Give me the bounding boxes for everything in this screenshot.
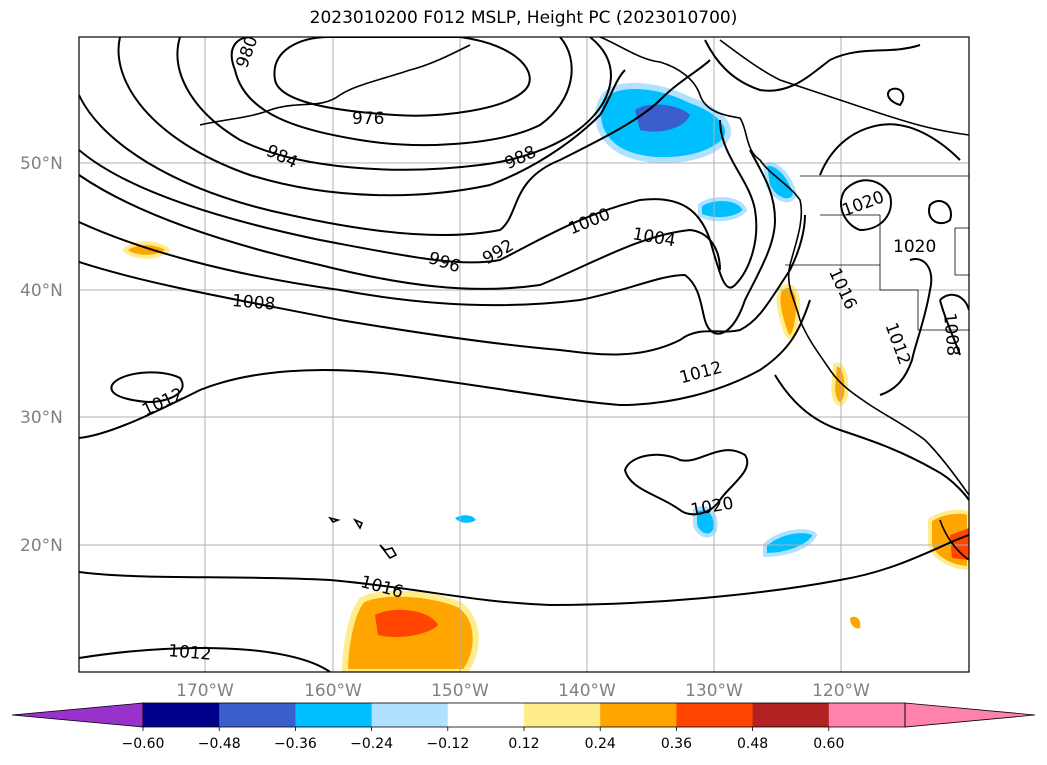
colorbar-tick-label: 0.60 xyxy=(813,736,844,752)
shade-south-pos-core xyxy=(375,609,438,637)
colorbar-tick-label: −0.48 xyxy=(198,736,241,752)
map-frame xyxy=(78,36,970,673)
isobar-label: 1012 xyxy=(167,641,212,665)
colorbar-segment xyxy=(600,703,677,727)
colorbar-tick-label: −0.12 xyxy=(426,736,469,752)
isobar-1000 xyxy=(79,174,721,290)
colorbar-segment xyxy=(143,703,220,727)
isobar-small-high xyxy=(928,200,952,225)
lon-label: 160°W xyxy=(304,681,362,701)
isobar-1008-interior xyxy=(939,293,969,356)
colorbar-segment xyxy=(524,703,601,727)
isobar-label: 1008 xyxy=(939,312,963,357)
shade-offshore-neg xyxy=(698,197,748,222)
coastline-canada xyxy=(719,39,969,136)
colorbar-segment xyxy=(828,703,906,727)
colorbar-tick-label: −0.24 xyxy=(350,736,393,752)
lat-label: 20°N xyxy=(20,536,63,556)
shade-calcoast-pos2 xyxy=(830,362,849,406)
shade-small-pos xyxy=(850,616,861,629)
colorbar-segment xyxy=(219,703,296,727)
anomaly-shading xyxy=(122,82,969,672)
colorbar-tick-label: 0.36 xyxy=(661,736,692,752)
colorbar-extend-high xyxy=(904,702,1036,728)
isobar-north-canada xyxy=(704,39,921,92)
lon-label: 130°W xyxy=(685,681,743,701)
isobar-1008 xyxy=(79,214,806,356)
shade-west-pos xyxy=(122,241,171,259)
isobar-996 xyxy=(79,119,758,289)
isobar-1020-closed xyxy=(623,449,749,516)
shade-gulf-alaska-core xyxy=(635,104,690,132)
colorbar-tick-label: 0.48 xyxy=(737,736,768,752)
isobar-label: 976 xyxy=(352,109,384,129)
shade-subtropic-neg2 xyxy=(763,529,818,558)
map-background xyxy=(79,37,969,672)
lat-label: 40°N xyxy=(20,281,63,301)
isobar-1016 xyxy=(79,534,969,607)
isobar-1012-interior xyxy=(879,258,933,396)
lon-label: 150°W xyxy=(431,681,489,701)
longitude-labels: 170°W 160°W 150°W 140°W 130°W 120°W xyxy=(176,681,870,701)
coastlines xyxy=(199,37,969,561)
isobar-1012 xyxy=(79,299,811,439)
colorbar-tick-label: 0.12 xyxy=(508,736,539,752)
colorbar-tick-label: −0.60 xyxy=(122,736,165,752)
border-states xyxy=(785,214,969,331)
coastline-north-america xyxy=(599,37,969,496)
isobars xyxy=(79,37,969,672)
border-east-states xyxy=(954,227,969,276)
lon-label: 170°W xyxy=(176,681,234,701)
isobar-1016-coast xyxy=(774,374,969,501)
colorbar: −0.60 −0.48 −0.36 −0.24 −0.12 0.12 0.24 0.36 0.4… xyxy=(11,702,1036,752)
colorbar-segment xyxy=(447,703,525,727)
isobar-label: 1008 xyxy=(231,291,276,315)
isobar-1012-closed xyxy=(110,371,184,404)
lon-label: 120°W xyxy=(812,681,870,701)
coastline-hawaii xyxy=(328,516,398,560)
isobar-interior-north xyxy=(819,87,961,176)
isobar-1020-interior xyxy=(840,179,892,232)
lat-label: 30°N xyxy=(20,408,63,428)
political-borders xyxy=(785,175,969,331)
shade-subtropic-neg1 xyxy=(693,506,718,538)
colorbar-segment xyxy=(295,703,373,727)
isobar-992 xyxy=(79,59,711,236)
isobar-976 xyxy=(273,37,531,117)
coastline-aleutians xyxy=(199,44,471,126)
isobar-1004 xyxy=(79,149,777,335)
isobar-984 xyxy=(176,37,612,171)
isobar-988 xyxy=(117,37,626,197)
colorbar-segment xyxy=(371,703,449,727)
colorbar-segment xyxy=(752,703,830,727)
colorbar-tick-label: −0.36 xyxy=(274,736,317,752)
latitude-labels: 50°N 40°N 30°N 20°N xyxy=(20,154,63,556)
colorbar-extend-low xyxy=(11,702,144,728)
lon-label: 140°W xyxy=(558,681,616,701)
isobar-label: 1020 xyxy=(893,237,936,257)
isobar-1012-south xyxy=(79,647,331,672)
colorbar-segment xyxy=(676,703,754,727)
colorbar-tick-label: 0.24 xyxy=(585,736,616,752)
lat-label: 50°N xyxy=(20,154,63,174)
map-title: 2023010200 F012 MSLP, Height PC (2023010… xyxy=(309,8,738,28)
